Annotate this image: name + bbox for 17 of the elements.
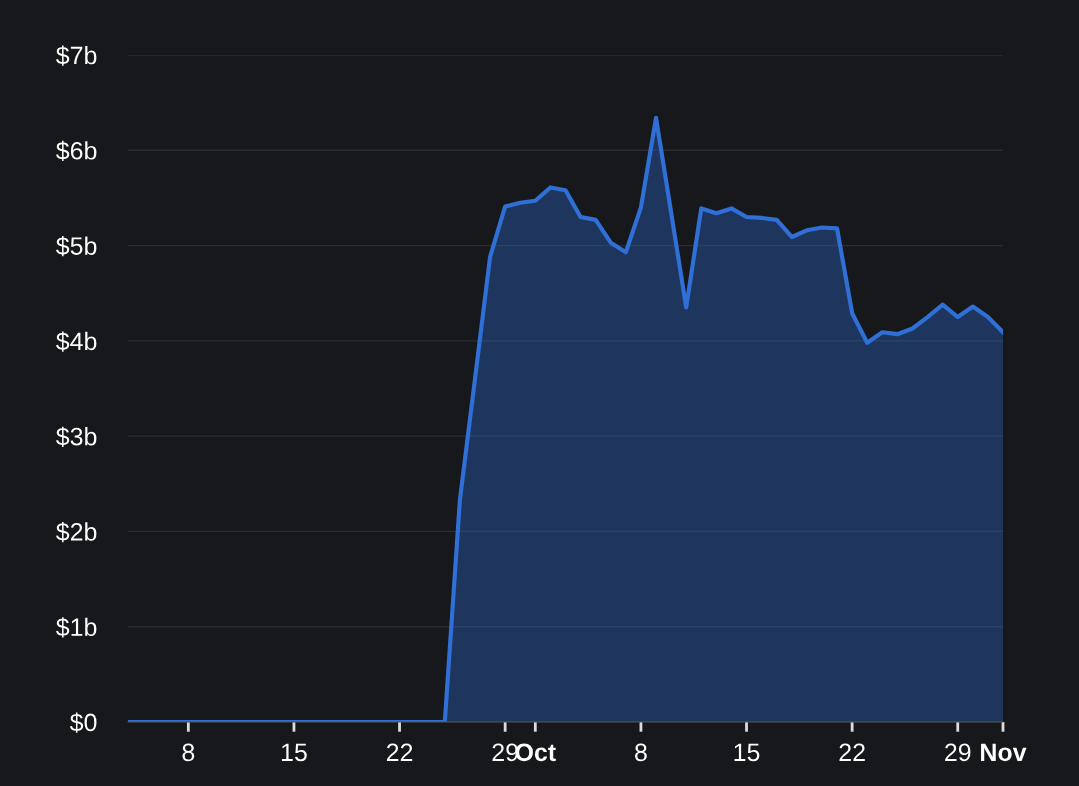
x-tick-label: 8 <box>182 743 195 762</box>
x-tick-label: 22 <box>839 743 865 761</box>
x-tick-label: 8 <box>635 743 647 762</box>
y-tick-label: $6b <box>56 140 97 162</box>
y-tick-label: $4b <box>56 331 97 352</box>
y-tick-label: $7b <box>56 45 97 66</box>
x-tick-label: Nov <box>981 743 1027 762</box>
y-tick-label: $3b <box>56 426 97 447</box>
x-tick-label: 22 <box>386 743 413 761</box>
x-tick-label: Oct <box>515 743 556 762</box>
y-tick-label: $5b <box>56 236 97 257</box>
x-tick-label: 15 <box>281 743 307 762</box>
y-tick-label: $0 <box>69 712 97 733</box>
x-tick-label: 15 <box>734 743 760 762</box>
x-tick-label: 29 <box>945 743 971 762</box>
y-tick-label: $1b <box>56 617 97 638</box>
y-tick-label: $2b <box>56 521 97 543</box>
